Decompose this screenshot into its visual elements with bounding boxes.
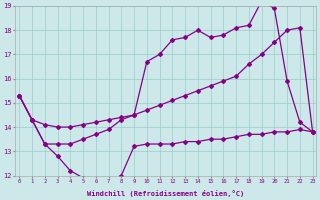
X-axis label: Windchill (Refroidissement éolien,°C): Windchill (Refroidissement éolien,°C) <box>87 190 244 197</box>
